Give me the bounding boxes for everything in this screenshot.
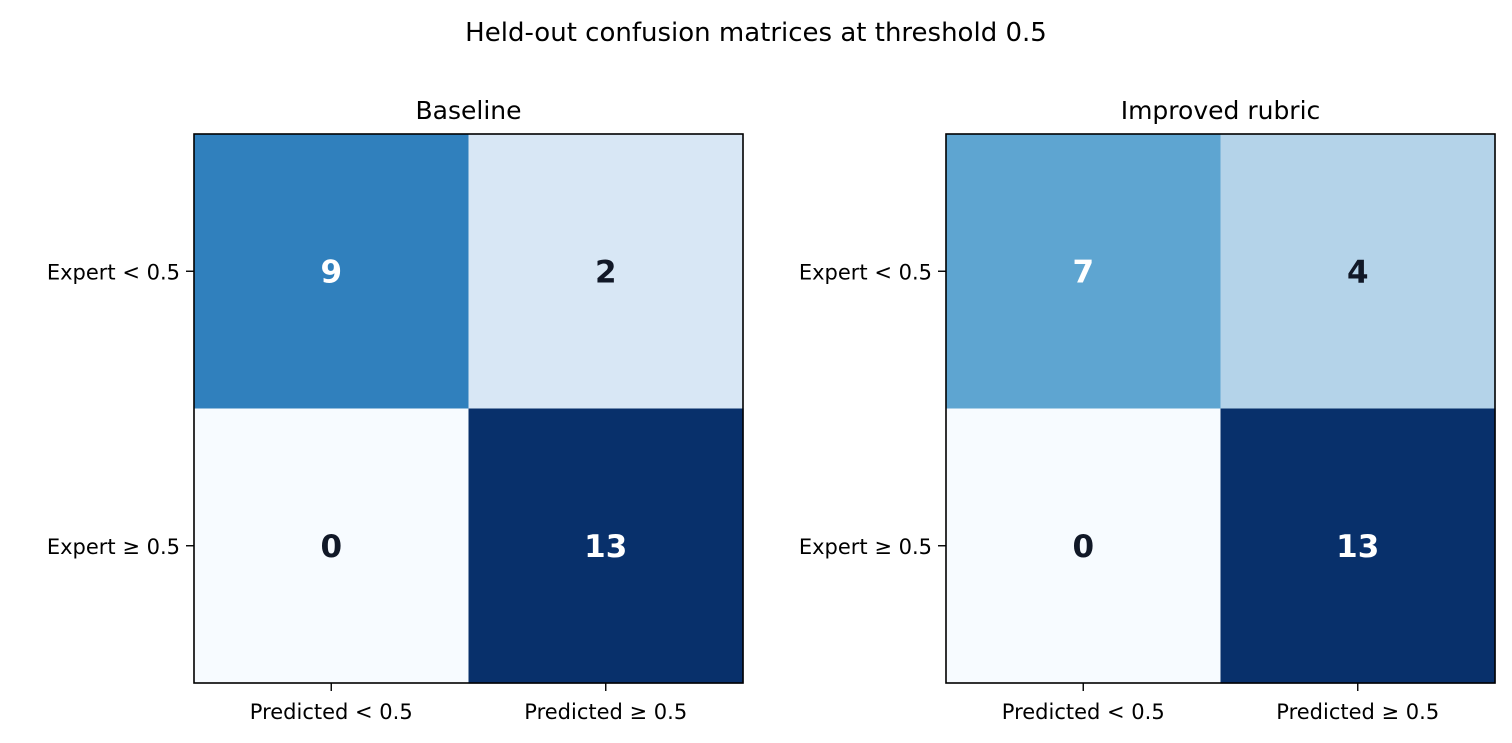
heatmap-cell	[194, 408, 470, 684]
heatmap-cell	[1220, 134, 1496, 410]
panels: Baseline 9 2 0 13 Expert < 0.5 Expert ≥ 0.5 Pre…	[47, 96, 1496, 724]
heatmap-cell	[946, 134, 1222, 410]
heatmap-cell	[1220, 408, 1496, 684]
cell-value-label: 9	[320, 254, 342, 290]
heatmap-cell	[194, 134, 470, 410]
cell-value-label: 7	[1072, 254, 1094, 290]
panel-2: Improved rubric 7 4 0 13 Expert < 0.5 Expert ≥…	[799, 96, 1496, 724]
y-tick-label: Expert ≥ 0.5	[799, 535, 932, 559]
panel-title: Improved rubric	[1121, 96, 1321, 125]
cell-value-label: 2	[595, 254, 617, 290]
x-tick-label: Predicted < 0.5	[1002, 700, 1165, 724]
figure-title: Held-out confusion matrices at threshold…	[465, 18, 1047, 48]
heatmap-cell	[468, 408, 744, 684]
y-tick-label: Expert < 0.5	[47, 260, 180, 284]
cell-value-label: 4	[1347, 254, 1369, 290]
cell-value-label: 13	[1336, 529, 1379, 565]
cell-value-label: 0	[320, 529, 342, 565]
x-tick-label: Predicted ≥ 0.5	[1276, 700, 1439, 724]
heatmap-cell	[946, 408, 1222, 684]
axes-frame	[945, 133, 1496, 684]
axes-frame	[193, 133, 744, 684]
heatmap-cell	[468, 134, 744, 410]
x-tick-label: Predicted < 0.5	[250, 700, 413, 724]
y-tick-label: Expert < 0.5	[799, 260, 932, 284]
panel-1: Baseline 9 2 0 13 Expert < 0.5 Expert ≥ 0.5 Pre…	[47, 96, 744, 724]
panel-title: Baseline	[416, 96, 522, 125]
y-tick-label: Expert ≥ 0.5	[47, 535, 180, 559]
x-tick-label: Predicted ≥ 0.5	[524, 700, 687, 724]
cell-value-label: 0	[1072, 529, 1094, 565]
cell-value-label: 13	[584, 529, 627, 565]
